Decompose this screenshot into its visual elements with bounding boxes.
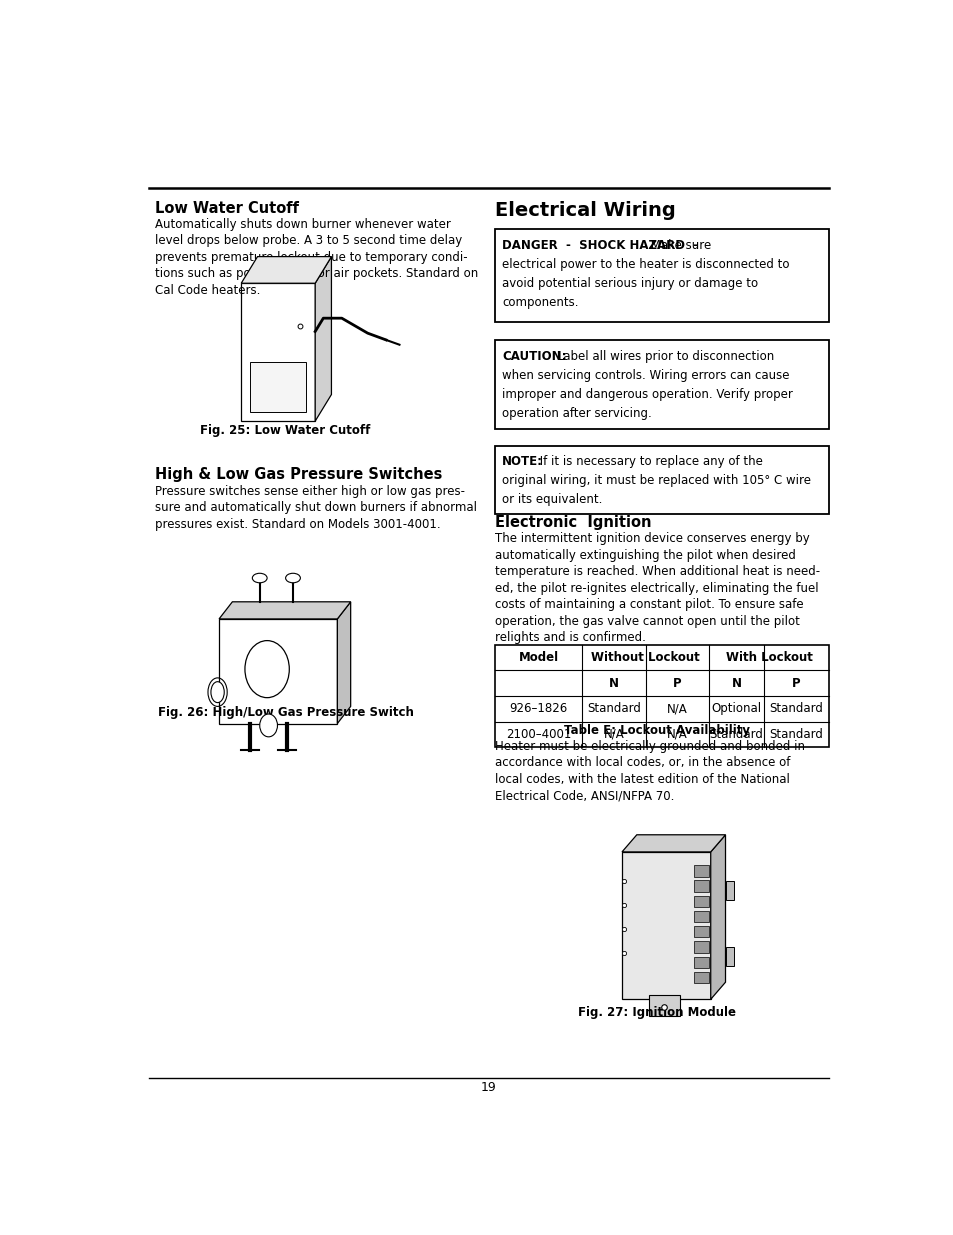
Circle shape xyxy=(245,641,289,698)
Bar xyxy=(241,283,314,421)
Text: DANGER  -  SHOCK HAZARD  -: DANGER - SHOCK HAZARD - xyxy=(501,238,698,252)
Bar xyxy=(694,941,708,952)
Text: 19: 19 xyxy=(480,1081,497,1094)
Text: Without Lockout: Without Lockout xyxy=(591,651,700,664)
Text: Low Water Cutoff: Low Water Cutoff xyxy=(154,200,298,215)
Bar xyxy=(694,895,708,906)
Polygon shape xyxy=(219,601,351,619)
Text: Make sure: Make sure xyxy=(646,238,711,252)
Text: If it is necessary to replace any of the: If it is necessary to replace any of the xyxy=(536,456,762,468)
Text: Standard: Standard xyxy=(586,703,640,715)
Circle shape xyxy=(259,714,277,737)
Text: Electrical Wiring: Electrical Wiring xyxy=(495,200,675,220)
Text: P: P xyxy=(673,677,681,689)
Text: Fig. 27: Ignition Module: Fig. 27: Ignition Module xyxy=(578,1007,736,1019)
Ellipse shape xyxy=(285,573,300,583)
Text: P: P xyxy=(791,677,800,689)
Polygon shape xyxy=(621,835,724,852)
Polygon shape xyxy=(314,257,331,421)
Text: when servicing controls. Wiring errors can cause: when servicing controls. Wiring errors c… xyxy=(501,369,789,382)
Text: N/A: N/A xyxy=(603,727,623,741)
Text: or its equivalent.: or its equivalent. xyxy=(501,494,602,506)
Text: The intermittent ignition device conserves energy by
automatically extinguishing: The intermittent ignition device conserv… xyxy=(495,532,820,645)
Bar xyxy=(648,995,679,1016)
Bar xyxy=(495,645,828,747)
Text: N/A: N/A xyxy=(666,727,687,741)
Bar xyxy=(724,881,734,900)
Ellipse shape xyxy=(252,573,267,583)
Text: Pressure switches sense either high or low gas pres-
sure and automatically shut: Pressure switches sense either high or l… xyxy=(154,485,476,531)
Polygon shape xyxy=(337,601,351,724)
Polygon shape xyxy=(241,257,331,283)
Bar xyxy=(495,341,828,429)
Text: original wiring, it must be replaced with 105° C wire: original wiring, it must be replaced wit… xyxy=(501,474,810,488)
Text: components.: components. xyxy=(501,295,578,309)
Bar xyxy=(694,972,708,983)
Text: Label all wires prior to disconnection: Label all wires prior to disconnection xyxy=(552,350,773,363)
Bar xyxy=(495,228,828,322)
Text: electrical power to the heater is disconnected to: electrical power to the heater is discon… xyxy=(501,258,789,270)
Ellipse shape xyxy=(211,682,224,703)
Text: 2100–4001: 2100–4001 xyxy=(505,727,571,741)
Text: Fig. 25: Low Water Cutoff: Fig. 25: Low Water Cutoff xyxy=(200,424,371,437)
Bar xyxy=(250,362,306,411)
Bar xyxy=(495,446,828,514)
Text: Model: Model xyxy=(517,651,558,664)
Text: Standard: Standard xyxy=(769,703,822,715)
Bar xyxy=(694,956,708,968)
Text: Optional: Optional xyxy=(711,703,760,715)
Text: Heater must be electrically grounded and bonded in
accordance with local codes, : Heater must be electrically grounded and… xyxy=(495,740,804,803)
Text: N: N xyxy=(731,677,740,689)
Bar xyxy=(694,881,708,892)
Text: N/A: N/A xyxy=(666,703,687,715)
Text: NOTE:: NOTE: xyxy=(501,456,542,468)
Text: Fig. 26: High/Low Gas Pressure Switch: Fig. 26: High/Low Gas Pressure Switch xyxy=(157,706,413,720)
Bar xyxy=(219,619,337,724)
Text: CAUTION:: CAUTION: xyxy=(501,350,566,363)
Text: operation after servicing.: operation after servicing. xyxy=(501,406,651,420)
Text: N: N xyxy=(608,677,618,689)
Text: Standard: Standard xyxy=(709,727,762,741)
Bar xyxy=(724,947,734,967)
Text: Electronic  Ignition: Electronic Ignition xyxy=(495,515,651,530)
Bar xyxy=(694,926,708,937)
Bar xyxy=(621,852,710,999)
Polygon shape xyxy=(710,835,724,999)
Text: 926–1826: 926–1826 xyxy=(509,703,567,715)
Text: Table E: Lockout Availability: Table E: Lockout Availability xyxy=(564,724,750,736)
Text: improper and dangerous operation. Verify proper: improper and dangerous operation. Verify… xyxy=(501,388,792,401)
Bar xyxy=(694,866,708,877)
Text: High & Low Gas Pressure Switches: High & Low Gas Pressure Switches xyxy=(154,467,441,482)
Bar xyxy=(694,911,708,923)
Text: Automatically shuts down burner whenever water
level drops below probe. A 3 to 5: Automatically shuts down burner whenever… xyxy=(154,217,477,296)
Text: Standard: Standard xyxy=(769,727,822,741)
Text: With Lockout: With Lockout xyxy=(725,651,812,664)
Text: avoid potential serious injury or damage to: avoid potential serious injury or damage… xyxy=(501,277,758,289)
